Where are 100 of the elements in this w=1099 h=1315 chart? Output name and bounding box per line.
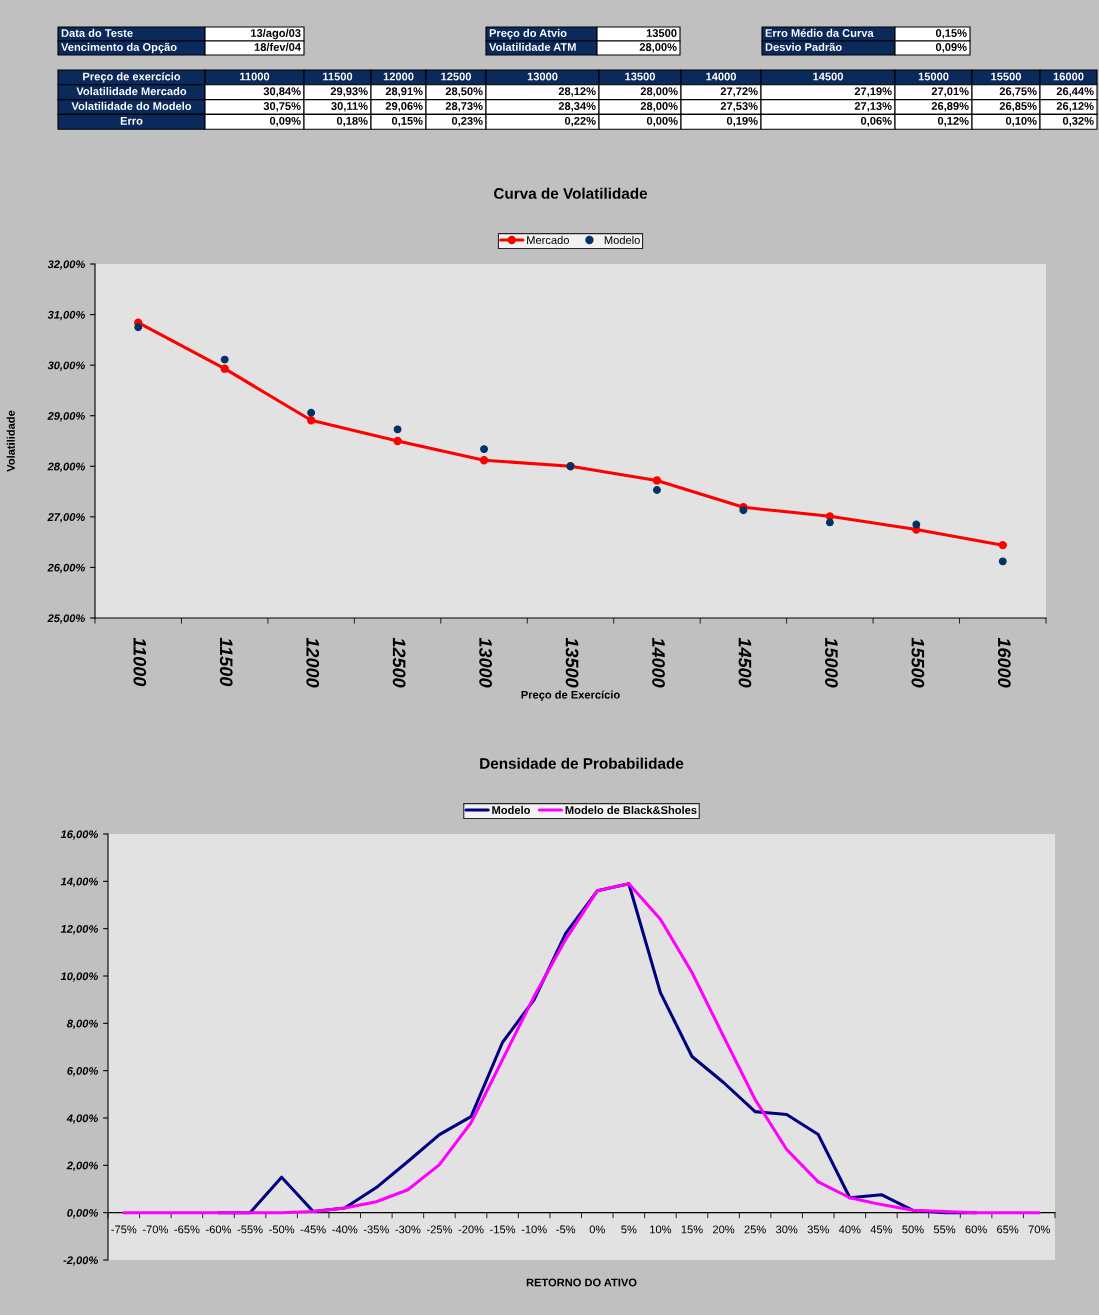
x-tick-label: -50%: [269, 1225, 295, 1234]
text: 0,06%: [860, 116, 892, 127]
category-label: 13000: [527, 72, 558, 81]
x-tick-label: 16000: [997, 637, 1011, 688]
x-tick-label: -25%: [426, 1225, 453, 1234]
point: [825, 518, 834, 527]
text: 27,01%: [931, 87, 969, 97]
x-tick-label: -35%: [363, 1225, 389, 1234]
x-tick-label: 11500: [219, 637, 233, 687]
point: [912, 520, 921, 529]
x-tick-label: -10%: [521, 1225, 547, 1234]
text: 28,50%: [445, 87, 483, 97]
point: [134, 323, 143, 332]
text: 28,12%: [558, 87, 596, 97]
x-tick-label: 11000: [133, 637, 147, 687]
text: 27,19%: [854, 87, 892, 97]
text: 0,23%: [451, 116, 483, 127]
text: 28,00%: [640, 102, 678, 112]
x-tick-label: 13500: [565, 637, 579, 688]
text: Volatilidade ATM: [489, 42, 576, 51]
y-tick-label: 28,00%: [47, 462, 85, 473]
text: 0,12%: [937, 116, 969, 127]
x-tick-label: 20%: [712, 1225, 735, 1234]
x-tick-label: 25%: [744, 1225, 766, 1234]
text: 0,19%: [726, 116, 758, 127]
text: Erro Médio da Curva: [765, 28, 874, 37]
text: 30,75%: [263, 102, 301, 112]
text: 29,93%: [330, 87, 368, 97]
text: 0,09%: [935, 43, 967, 53]
text: 30,11%: [331, 102, 368, 112]
point: [480, 445, 488, 454]
x-tick-label: 65%: [997, 1225, 1019, 1234]
text: 0,09%: [269, 116, 301, 127]
category-label: 13500: [625, 72, 655, 81]
point: [825, 512, 835, 521]
text: 27,72%: [720, 87, 758, 97]
y-tick-label: 30,00%: [47, 361, 85, 371]
line-series: [122, 882, 1041, 1215]
category-label: 12000: [383, 72, 414, 81]
point: [652, 476, 662, 485]
category-label: Volatilidade do Modelo: [71, 101, 192, 110]
y-tick-label: 0,00%: [67, 1208, 98, 1219]
text: 28,00%: [639, 43, 677, 53]
x-tick-label: 15500: [911, 637, 925, 688]
x-tick-label: 5%: [621, 1225, 637, 1234]
y-tick-label: 29,00%: [47, 411, 85, 422]
category-label: 14500: [813, 72, 843, 81]
text: 0,22%: [564, 116, 596, 127]
y-tick-label: -2,00%: [63, 1256, 98, 1266]
x-tick-label: 12500: [392, 637, 406, 688]
category-label: Erro: [120, 117, 143, 125]
point: [653, 486, 661, 495]
text: 30,84%: [263, 87, 301, 97]
text: Desvio Padrão: [765, 42, 842, 51]
x-tick-label: 13000: [479, 637, 492, 688]
x-tick-label: 45%: [870, 1225, 893, 1234]
y-tick-label: 10,00%: [60, 972, 98, 982]
y-tick-label: 31,00%: [47, 310, 85, 321]
y-tick-label: 27,00%: [47, 513, 85, 523]
point: [998, 541, 1007, 550]
x-tick-label: 14500: [738, 637, 752, 688]
point: [393, 425, 402, 434]
legend-label: Modelo de Black&Sholes: [565, 805, 697, 815]
x-axis-title: Preço de Exercício: [521, 690, 620, 701]
text: 27,53%: [720, 102, 758, 112]
chart-title: Densidade de Probabilidade: [480, 757, 684, 769]
text: 29,06%: [385, 102, 423, 112]
x-tick-label: 70%: [1028, 1225, 1050, 1234]
y-tick-label: 4,00%: [66, 1114, 98, 1124]
y-axis-title: Volatilidade: [6, 410, 15, 472]
x-tick-label: -40%: [332, 1225, 358, 1234]
y-tick-label: 25,00%: [47, 614, 85, 624]
legend-label: Mercado: [527, 235, 569, 245]
x-tick-label: 30%: [775, 1225, 798, 1234]
text: 0,00%: [646, 116, 678, 127]
point: [998, 557, 1007, 566]
text: 26,75%: [999, 87, 1037, 97]
category-label: 15000: [918, 72, 949, 81]
x-tick-label: -15%: [490, 1225, 516, 1234]
text: 0,18%: [336, 116, 368, 127]
x-tick-label: -55%: [237, 1225, 263, 1234]
text: 28,73%: [445, 102, 483, 112]
category-label: 14000: [706, 72, 736, 81]
text: 26,85%: [999, 102, 1037, 112]
y-tick-label: 14,00%: [60, 877, 98, 888]
category-label: Volatilidade Mercado: [76, 87, 187, 96]
text: 26,44%: [1056, 87, 1094, 97]
x-tick-label: -30%: [395, 1225, 421, 1234]
text: 28,91%: [385, 87, 423, 97]
legend-label: Modelo: [492, 805, 530, 815]
y-tick-label: 12,00%: [60, 924, 98, 935]
x-tick-label: -70%: [142, 1225, 168, 1234]
category-label: 16000: [1053, 72, 1084, 81]
y-tick-label: 16,00%: [60, 830, 98, 840]
category-label: 11500: [323, 72, 353, 81]
point: [220, 355, 229, 364]
text: 13500: [646, 29, 677, 37]
point: [307, 408, 316, 417]
text: 26,89%: [931, 102, 969, 112]
category-label: 15500: [991, 72, 1021, 81]
